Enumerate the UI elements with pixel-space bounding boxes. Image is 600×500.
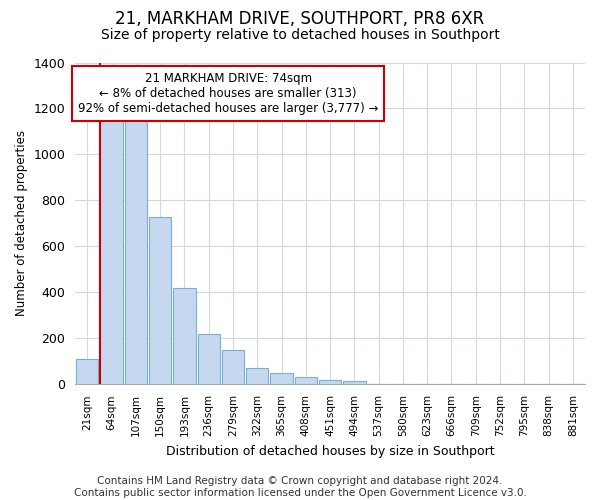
Text: Contains HM Land Registry data © Crown copyright and database right 2024.
Contai: Contains HM Land Registry data © Crown c…: [74, 476, 526, 498]
Text: 21 MARKHAM DRIVE: 74sqm
← 8% of detached houses are smaller (313)
92% of semi-de: 21 MARKHAM DRIVE: 74sqm ← 8% of detached…: [78, 72, 378, 115]
Bar: [271, 373, 293, 384]
Bar: [295, 378, 317, 384]
Bar: [173, 288, 196, 384]
Y-axis label: Number of detached properties: Number of detached properties: [15, 130, 28, 316]
Bar: [343, 381, 365, 384]
Bar: [149, 216, 171, 384]
Bar: [100, 118, 123, 384]
Text: Size of property relative to detached houses in Southport: Size of property relative to detached ho…: [101, 28, 499, 42]
Bar: [222, 350, 244, 384]
Bar: [125, 120, 147, 384]
Bar: [319, 380, 341, 384]
Bar: [197, 334, 220, 384]
Bar: [246, 368, 268, 384]
Text: 21, MARKHAM DRIVE, SOUTHPORT, PR8 6XR: 21, MARKHAM DRIVE, SOUTHPORT, PR8 6XR: [115, 10, 485, 28]
Bar: [76, 359, 98, 384]
X-axis label: Distribution of detached houses by size in Southport: Distribution of detached houses by size …: [166, 444, 494, 458]
